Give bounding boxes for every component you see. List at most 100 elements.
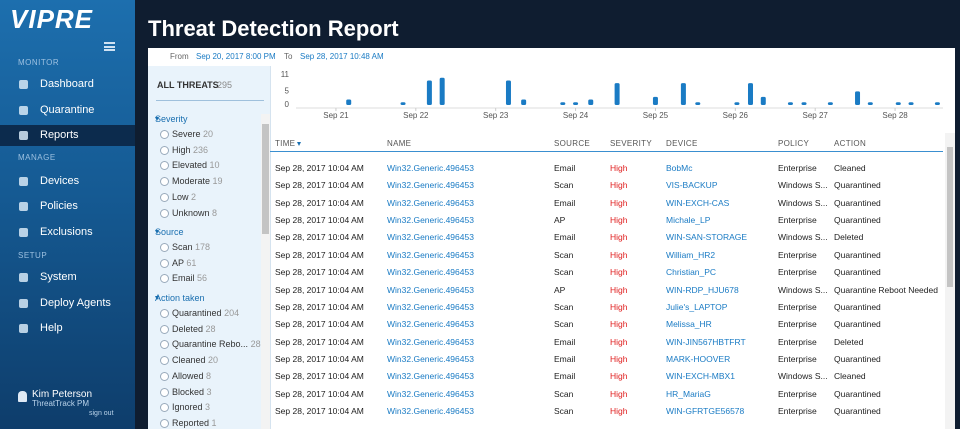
nav-item[interactable]: Policies xyxy=(40,200,78,212)
table-cell[interactable]: Win32.Generic.496453 xyxy=(387,301,474,312)
filter-item[interactable]: High 236 xyxy=(172,145,208,155)
table-cell[interactable]: Win32.Generic.496453 xyxy=(387,319,474,330)
nav-item[interactable]: Reports xyxy=(40,129,79,141)
table-cell[interactable]: Win32.Generic.496453 xyxy=(387,371,474,382)
nav-item[interactable]: Deploy Agents xyxy=(40,297,111,309)
filter-item[interactable]: Ignored 3 xyxy=(172,402,210,412)
table-cell[interactable]: Melissa_HR xyxy=(666,319,712,330)
user-name: Kim Peterson xyxy=(32,389,93,400)
filter-count: 178 xyxy=(195,242,211,252)
filter-item[interactable]: Allowed 8 xyxy=(172,371,211,381)
filter-item[interactable]: Scan 178 xyxy=(172,242,210,252)
range-from[interactable]: Sep 20, 2017 8:00 PM xyxy=(196,52,276,61)
nav-item[interactable]: Devices xyxy=(40,175,80,187)
table-cell[interactable]: HR_MariaG xyxy=(666,388,711,399)
menu-toggle[interactable] xyxy=(104,42,115,51)
table-cell[interactable]: WIN-RDP_HJU678 xyxy=(666,284,739,295)
radio[interactable] xyxy=(160,145,169,155)
filter-item[interactable]: Low 2 xyxy=(172,192,196,202)
table-cell[interactable]: BobMc xyxy=(666,163,693,173)
table-cell[interactable]: WIN-SAN-STORAGE xyxy=(666,232,748,243)
table-cell[interactable]: Michale_LP xyxy=(666,215,711,226)
filter-item[interactable]: Reported 1 xyxy=(172,418,217,428)
radio[interactable] xyxy=(160,387,169,397)
radio[interactable] xyxy=(160,371,169,381)
logo[interactable]: VIPRE xyxy=(10,4,94,34)
table-cell[interactable]: VIS-BACKUP xyxy=(666,180,718,191)
radio[interactable] xyxy=(160,177,169,187)
nav-item[interactable]: Help xyxy=(40,322,63,334)
table-cell[interactable]: Win32.Generic.496453 xyxy=(387,388,474,399)
filter-label: AP xyxy=(172,257,184,268)
bar xyxy=(346,99,352,105)
column-header[interactable]: TIME xyxy=(275,139,296,148)
table-cell[interactable]: Win32.Generic.496453 xyxy=(387,406,474,417)
table-cell[interactable]: Win32.Generic.496453 xyxy=(387,267,474,278)
column-header[interactable]: POLICY xyxy=(778,139,810,148)
radio[interactable] xyxy=(160,208,169,218)
filter-item[interactable]: Deleted 28 xyxy=(172,324,216,334)
radio[interactable] xyxy=(160,274,169,284)
table-cell[interactable]: William_HR2 xyxy=(666,249,716,260)
filter-group-title[interactable]: Action taken xyxy=(155,293,205,303)
table-cell[interactable]: Win32.Generic.496453 xyxy=(387,215,474,226)
table-cell[interactable]: WIN-GFRTGE56578 xyxy=(666,406,745,417)
table-scrollbar[interactable] xyxy=(945,133,955,429)
radio[interactable] xyxy=(160,324,169,334)
filter-item[interactable]: Unknown 8 xyxy=(172,208,217,218)
column-header[interactable]: SOURCE xyxy=(554,139,591,148)
range-to[interactable]: Sep 28, 2017 10:48 AM xyxy=(300,52,384,61)
table-cell: Sep 28, 2017 10:04 AM xyxy=(275,232,364,243)
nav-item[interactable]: System xyxy=(40,271,77,283)
filter-item[interactable]: Cleaned 20 xyxy=(172,355,218,365)
table-cell[interactable]: WIN-EXCH-MBX1 xyxy=(666,371,735,382)
table-cell[interactable]: Win32.Generic.496453 xyxy=(387,163,474,173)
table-cell[interactable]: Win32.Generic.496453 xyxy=(387,232,474,243)
table-cell[interactable]: Christian_PC xyxy=(666,267,717,278)
nav-item[interactable]: Dashboard xyxy=(40,78,94,90)
filter-item[interactable]: Moderate 19 xyxy=(172,176,223,186)
filter-item[interactable]: Elevated 10 xyxy=(172,160,220,170)
sign-out[interactable]: sign out xyxy=(89,410,114,417)
radio[interactable] xyxy=(160,130,169,139)
radio[interactable] xyxy=(160,356,169,366)
radio[interactable] xyxy=(160,243,169,252)
x-tick-label: Sep 23 xyxy=(483,111,509,120)
nav-item[interactable]: Exclusions xyxy=(40,226,93,238)
table-cell[interactable]: Julie's_LAPTOP xyxy=(666,301,728,312)
radio[interactable] xyxy=(160,309,169,318)
nav-item[interactable]: Quarantine xyxy=(40,104,95,116)
filter-item[interactable]: Quarantined 204 xyxy=(172,308,239,318)
filter-group-title[interactable]: Severity xyxy=(155,114,188,124)
radio[interactable] xyxy=(160,340,169,350)
radio[interactable] xyxy=(160,403,169,413)
table-cell[interactable]: MARK-HOOVER xyxy=(666,353,731,364)
table-cell[interactable]: Win32.Generic.496453 xyxy=(387,180,474,191)
caret xyxy=(155,230,159,234)
radio[interactable] xyxy=(160,192,169,202)
filter-item[interactable]: Email 56 xyxy=(172,273,207,283)
filter-item[interactable]: Quarantine Rebo... 28 xyxy=(172,339,261,349)
divider xyxy=(156,100,264,101)
table-cell[interactable]: WIN-JIN567HBTFRT xyxy=(666,336,746,347)
column-header[interactable]: DEVICE xyxy=(666,139,698,148)
scrollbar[interactable] xyxy=(261,114,270,429)
radio[interactable] xyxy=(160,418,169,428)
table-cell[interactable]: Win32.Generic.496453 xyxy=(387,249,474,260)
radio[interactable] xyxy=(160,161,169,171)
radio[interactable] xyxy=(160,258,169,268)
filter-item[interactable]: Blocked 3 xyxy=(172,387,212,397)
table-cell[interactable]: Win32.Generic.496453 xyxy=(387,353,474,364)
filter-item[interactable]: Severe 20 xyxy=(172,129,213,139)
table-cell[interactable]: Win32.Generic.496453 xyxy=(387,284,474,295)
table-cell[interactable]: Win32.Generic.496453 xyxy=(387,336,474,347)
table-cell[interactable]: Win32.Generic.496453 xyxy=(387,197,474,208)
column-header[interactable]: NAME xyxy=(387,139,412,148)
all-threats-label[interactable]: ALL THREATS xyxy=(157,80,219,90)
caret xyxy=(155,117,159,121)
table-cell[interactable]: WIN-EXCH-CAS xyxy=(666,197,730,208)
filter-item[interactable]: AP 61 xyxy=(172,258,196,268)
column-header[interactable]: SEVERITY xyxy=(610,139,652,148)
filter-group-title[interactable]: Source xyxy=(155,227,184,237)
column-header[interactable]: ACTION xyxy=(834,139,867,148)
